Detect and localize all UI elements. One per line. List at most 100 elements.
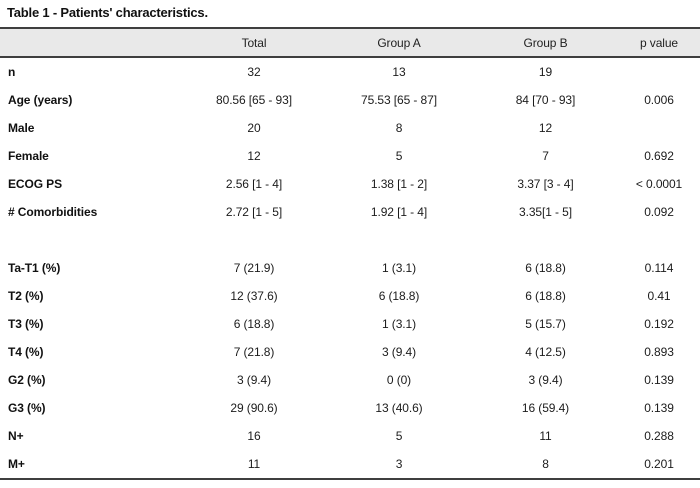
patients-characteristics-table: Total Group A Group B p value n 32 13 19…: [0, 27, 700, 480]
cell-group-b: 3 (9.4): [528, 373, 563, 387]
cell-p-value: 0.893: [644, 345, 674, 359]
cell-group-a: [325, 226, 473, 254]
cell-group-a: 5: [395, 149, 403, 163]
cell-p-value: 0.139: [644, 373, 674, 387]
cell-total: 6 (18.8): [233, 317, 275, 331]
cell-total: 3 (9.4): [237, 373, 271, 387]
header-group-b: Group B: [473, 27, 618, 58]
cell-p-value: [618, 226, 700, 254]
table-title: Table 1 - Patients' characteristics.: [7, 5, 208, 20]
row-label: Age (years): [8, 93, 73, 107]
cell-p-value: 0.192: [644, 317, 674, 331]
table-row-ta-t1: Ta-T1 (%) 7 (21.9) 1 (3.1) 6 (18.8) 0.11…: [0, 254, 700, 282]
row-label: [0, 226, 183, 254]
cell-group-a: 1.92 [1 - 4]: [370, 205, 428, 219]
cell-group-a: 1.38 [1 - 2]: [370, 177, 428, 191]
table-row-age: Age (years) 80.56 [65 - 93] 75.53 [65 - …: [0, 86, 700, 114]
table-row-male: Male 20 8 12: [0, 114, 700, 142]
cell-group-a: 1 (3.1): [382, 261, 416, 275]
cell-group-b: 6 (18.8): [525, 289, 566, 303]
table-row-spacer: [0, 226, 700, 254]
cell-group-b: 11: [539, 429, 552, 443]
cell-group-b: 7: [542, 149, 549, 163]
table-row-n-plus: N+ 16 5 11 0.288: [0, 422, 700, 450]
table-row-t4: T4 (%) 7 (21.8) 3 (9.4) 4 (12.5) 0.893: [0, 338, 700, 366]
cell-p-value: 0.114: [644, 261, 674, 275]
row-label: # Comorbidities: [8, 205, 98, 219]
header-corner: [0, 27, 183, 58]
cell-group-b: 12: [538, 121, 553, 135]
cell-group-b: 3.35[1 - 5]: [519, 205, 572, 219]
cell-group-a: 75.53 [65 - 87]: [361, 93, 437, 107]
cell-group-a: 3 (9.4): [382, 345, 416, 359]
cell-p-value: [618, 114, 700, 142]
header-group-a: Group A: [325, 27, 473, 58]
cell-p-value: 0.201: [644, 457, 674, 471]
row-label: N+: [8, 429, 24, 443]
table-row-g3: G3 (%) 29 (90.6) 13 (40.6) 16 (59.4) 0.1…: [0, 394, 700, 422]
cell-group-b: 84 [70 - 93]: [515, 93, 576, 107]
cell-p-value: 0.006: [644, 93, 674, 107]
table-row-m-plus: M+ 11 3 8 0.201: [0, 450, 700, 479]
row-label: Male: [8, 121, 35, 135]
cell-total: 7 (21.9): [233, 261, 275, 275]
cell-p-value: 0.41: [647, 289, 671, 303]
cell-group-b: [473, 226, 618, 254]
cell-group-a: 13: [392, 65, 406, 79]
cell-group-b: 6 (18.8): [525, 261, 566, 275]
row-label: M+: [8, 457, 25, 471]
row-label: Ta-T1 (%): [8, 261, 61, 275]
cell-total: [183, 226, 325, 254]
cell-p-value: 0.092: [644, 205, 674, 219]
cell-total: 2.56 [1 - 4]: [225, 177, 283, 191]
cell-total: 80.56 [65 - 93]: [216, 93, 292, 107]
row-label: G3 (%): [8, 401, 46, 415]
cell-total: 16: [247, 429, 261, 443]
cell-group-b: 3.37 [3 - 4]: [517, 177, 574, 191]
cell-group-a: 8: [395, 121, 403, 135]
cell-total: 12: [247, 149, 261, 163]
cell-group-b: 8: [542, 457, 549, 471]
cell-group-a: 0 (0): [386, 373, 412, 387]
cell-total: 11: [247, 457, 261, 471]
cell-group-b: 16 (59.4): [521, 401, 570, 415]
table-header: Total Group A Group B p value: [0, 27, 700, 58]
row-label: T2 (%): [8, 289, 44, 303]
cell-p-value: [618, 57, 700, 86]
table-row-t3: T3 (%) 6 (18.8) 1 (3.1) 5 (15.7) 0.192: [0, 310, 700, 338]
cell-p-value: 0.692: [644, 149, 674, 163]
cell-group-a: 1 (3.1): [382, 317, 416, 331]
row-label: ECOG PS: [8, 177, 62, 191]
cell-total: 12 (37.6): [230, 289, 278, 303]
cell-group-a: 13 (40.6): [375, 401, 423, 415]
table-row-n: n 32 13 19: [0, 57, 700, 86]
cell-p-value: 0.288: [644, 429, 674, 443]
header-total: Total: [183, 27, 325, 58]
cell-group-a: 6 (18.8): [378, 289, 420, 303]
cell-total: 7 (21.8): [233, 345, 275, 359]
cell-total: 32: [247, 65, 261, 79]
cell-group-b: 5 (15.7): [525, 317, 566, 331]
row-label: n: [8, 65, 16, 79]
row-label: Female: [8, 149, 49, 163]
cell-group-b: 19: [538, 65, 553, 79]
cell-total: 2.72 [1 - 5]: [225, 205, 283, 219]
table-row-t2: T2 (%) 12 (37.6) 6 (18.8) 6 (18.8) 0.41: [0, 282, 700, 310]
cell-total: 20: [247, 121, 261, 135]
cell-p-value: < 0.0001: [635, 177, 683, 191]
cell-group-a: 5: [395, 429, 403, 443]
cell-total: 29 (90.6): [230, 401, 278, 415]
cell-group-b: 4 (12.5): [525, 345, 566, 359]
table-body: n 32 13 19 Age (years) 80.56 [65 - 93] 7…: [0, 57, 700, 479]
table-row-female: Female 12 5 7 0.692: [0, 142, 700, 170]
row-label: T3 (%): [8, 317, 44, 331]
table-row-comorbidities: # Comorbidities 2.72 [1 - 5] 1.92 [1 - 4…: [0, 198, 700, 226]
header-p-value: p value: [618, 27, 700, 58]
row-label: G2 (%): [8, 373, 46, 387]
header-row: Total Group A Group B p value: [0, 27, 700, 58]
table-row-g2: G2 (%) 3 (9.4) 0 (0) 3 (9.4) 0.139: [0, 366, 700, 394]
row-label: T4 (%): [8, 345, 44, 359]
cell-p-value: 0.139: [644, 401, 674, 415]
cell-group-a: 3: [395, 457, 403, 471]
